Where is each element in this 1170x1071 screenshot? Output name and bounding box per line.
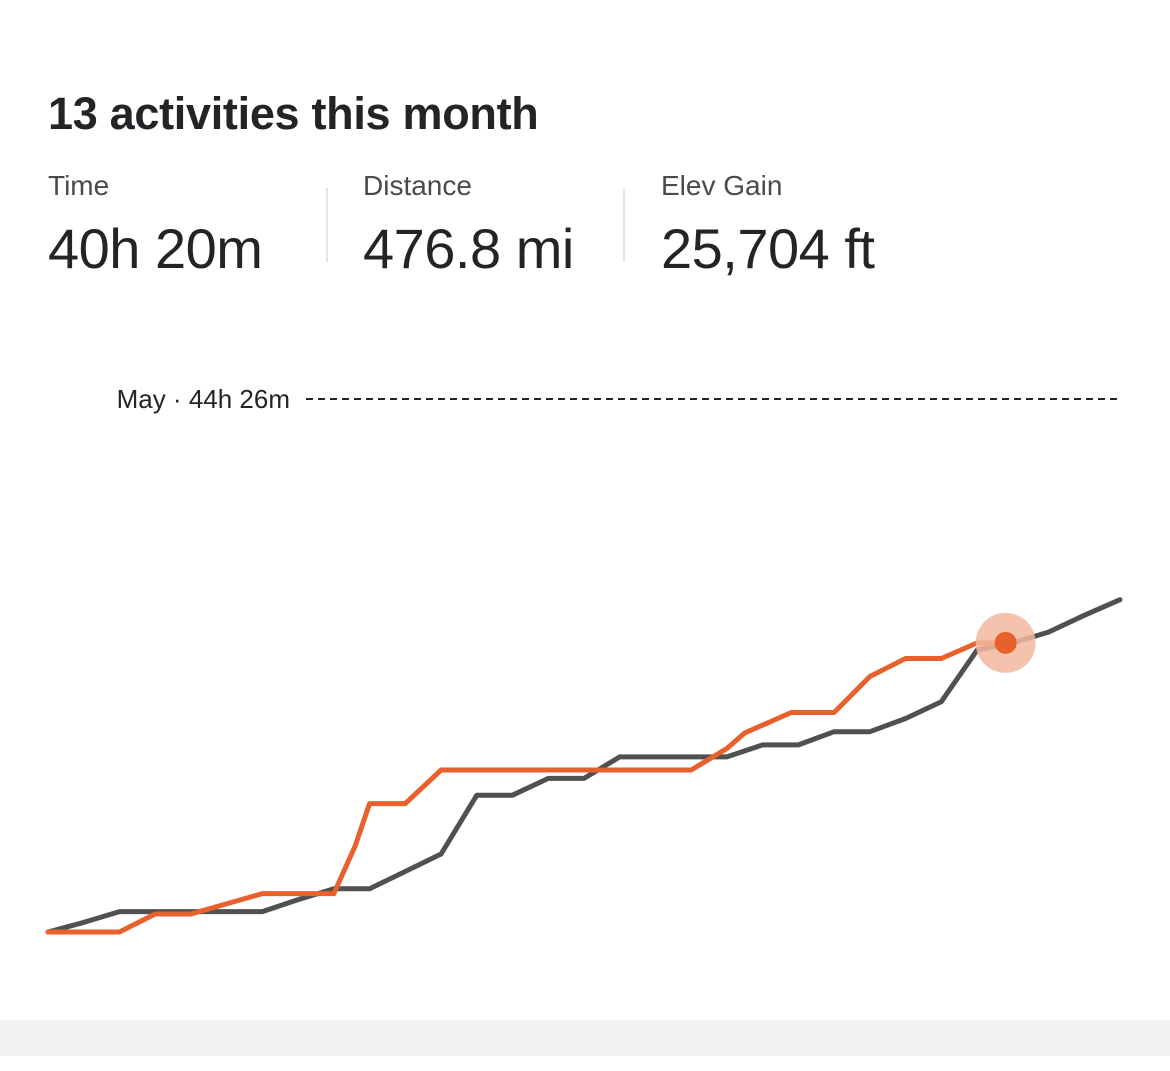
stat-divider [623, 188, 625, 262]
current-day-marker[interactable] [994, 631, 1017, 654]
stat-divider [326, 188, 328, 262]
stat-distance-value: 476.8 mi [363, 217, 574, 280]
stat-time-value: 40h 20m [48, 217, 263, 280]
stat-elev-gain-label: Elev Gain [661, 170, 783, 201]
previous-month-line [45, 597, 1123, 935]
reference-label: May · 44h 26m [117, 384, 290, 414]
stat-elev-gain: Elev Gain 25,704 ft [661, 168, 875, 280]
footer-separator [0, 1020, 1170, 1056]
stat-distance-label: Distance [363, 170, 472, 201]
stat-time: Time 40h 20m [48, 168, 263, 280]
stat-distance: Distance 476.8 mi [363, 168, 574, 280]
cumulative-time-chart[interactable]: May · 44h 26m [0, 360, 1170, 980]
bottom-spacer [0, 1056, 1170, 1071]
stat-elev-gain-value: 25,704 ft [661, 217, 875, 280]
monthly-summary-card: 13 activities this month Time 40h 20m Di… [0, 88, 1170, 980]
activities-count-title: 13 activities this month [48, 88, 539, 139]
current-month-line [45, 640, 1009, 935]
stat-time-label: Time [48, 170, 110, 201]
